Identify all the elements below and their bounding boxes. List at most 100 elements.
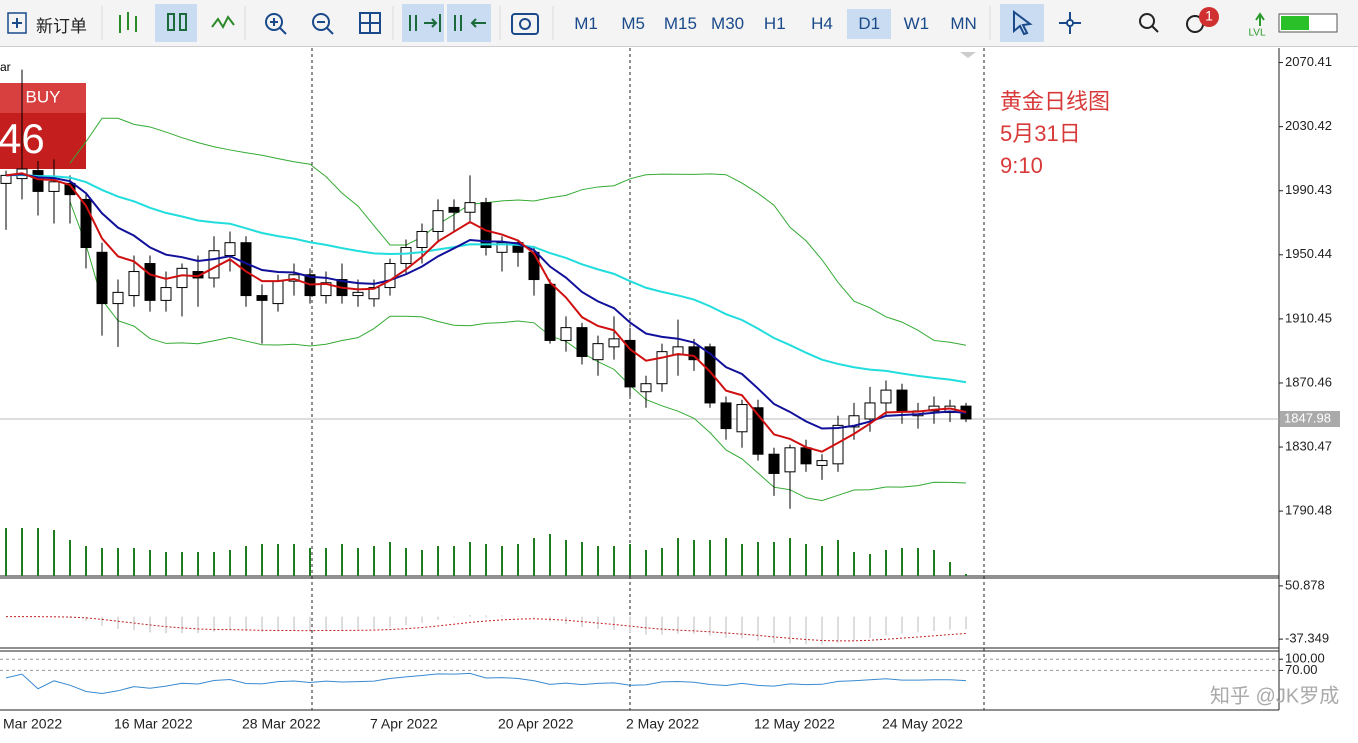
candle-body: [848, 415, 860, 428]
notification-count: 1: [1205, 8, 1213, 24]
candle-body: [240, 242, 252, 297]
candle-body: [816, 460, 828, 466]
candle-body: [752, 407, 764, 455]
symbol-fragment: ar: [0, 60, 11, 74]
annotation: 9:10: [1000, 153, 1043, 178]
timeframe-button[interactable]: M5: [621, 14, 645, 33]
annotation: 黄金日线图: [1000, 89, 1110, 114]
x-tick-label: Mar 2022: [3, 716, 62, 732]
candle-body: [880, 389, 892, 404]
current-price-label: 1847.98: [1284, 410, 1331, 425]
candle-body: [176, 267, 188, 289]
ma-mid: [5, 173, 967, 430]
candle-body: [128, 271, 140, 297]
toolbar-icons: 1 LVL: [7, 4, 1338, 42]
timeframe-button[interactable]: M30: [711, 14, 745, 33]
timeframe-button[interactable]: H4: [811, 14, 833, 33]
buy-button[interactable]: BUY: [26, 87, 61, 106]
y-tick-label: 1990.43: [1285, 182, 1332, 197]
oscillator-signal: [5, 616, 967, 642]
candle-body: [608, 338, 620, 348]
candle-body: [144, 263, 156, 301]
y-tick-label: 1950.44: [1285, 246, 1332, 261]
timeframe-button[interactable]: MN: [950, 14, 977, 33]
timeframe-button[interactable]: M1: [574, 14, 598, 33]
y-tick-label: 1910.45: [1285, 310, 1332, 325]
candle-body: [736, 404, 748, 433]
candle-body: [768, 453, 780, 474]
candle-body: [224, 242, 236, 257]
candle-body: [496, 242, 508, 253]
x-tick-label: 7 Apr 2022: [370, 716, 438, 732]
candle-body: [624, 339, 636, 388]
toolbar: 1 LVL 新订单 M1 M5 M15 M30 H1 H4 D1 W1 MN: [0, 0, 1358, 47]
candle-body: [480, 202, 492, 248]
y-tick-label: 1830.47: [1285, 438, 1332, 453]
candle-body: [288, 274, 300, 282]
ma-slow: [5, 173, 967, 384]
chart: ar BUY 46 黄金日线图 5月31日 9:10 知乎 @JK罗成 2070…: [0, 47, 1358, 743]
candle-body: [320, 282, 332, 297]
candle-body: [800, 447, 812, 465]
candle-body: [896, 389, 908, 412]
candle-body: [112, 291, 124, 305]
lvl-label: LVL: [1248, 28, 1265, 39]
candle-body: [592, 343, 604, 361]
x-tick-label: 2 May 2022: [626, 716, 699, 732]
candle-body: [96, 251, 108, 305]
new-order-button[interactable]: 新订单: [36, 17, 87, 36]
candle-body: [416, 230, 428, 248]
timeframe-button[interactable]: H1: [763, 14, 786, 33]
candle-body: [704, 346, 716, 404]
candle-body: [48, 181, 60, 192]
candle-body: [656, 351, 668, 385]
y-tick-label: 1790.48: [1285, 503, 1332, 518]
y-tick-label: 100.00: [1285, 651, 1325, 666]
x-tick-label: 12 May 2022: [754, 716, 835, 732]
watermark: 知乎 @JK罗成: [1210, 684, 1339, 707]
candle-body: [0, 174, 12, 184]
y-tick-label: -37.349: [1285, 631, 1329, 646]
candle-body: [784, 447, 796, 473]
candle-body: [688, 346, 700, 361]
candle-body: [32, 170, 44, 192]
candle-body: [560, 327, 572, 341]
bollinger-lower: [69, 201, 967, 502]
y-tick-label: 70.00: [1285, 662, 1318, 677]
x-tick-label: 16 Mar 2022: [114, 716, 193, 732]
candle-body: [352, 291, 364, 297]
y-tick-label: 2030.42: [1285, 118, 1332, 133]
rsi-line: [5, 672, 967, 694]
timeframe-button[interactable]: W1: [903, 14, 930, 33]
x-tick-label: 24 May 2022: [882, 716, 963, 732]
timeframe-button[interactable]: M15: [663, 14, 697, 33]
timeframe-button[interactable]: D1: [847, 9, 892, 39]
candle-body: [384, 263, 396, 289]
candle-body: [448, 206, 460, 213]
current-price-box: [1280, 410, 1340, 427]
x-tick-label: 28 Mar 2022: [242, 716, 321, 732]
candle-body: [160, 287, 172, 301]
candle-body: [432, 210, 444, 232]
candle-body: [464, 202, 476, 213]
candle-body: [272, 280, 284, 305]
ma-fast: [5, 172, 967, 453]
y-tick-label: 2070.41: [1285, 54, 1332, 69]
candle-body: [544, 283, 556, 341]
candle-body: [208, 250, 220, 279]
candle-body: [640, 383, 652, 393]
candle-body: [400, 246, 412, 265]
candle-body: [720, 402, 732, 430]
bollinger-upper: [69, 117, 967, 346]
candle-body: [256, 295, 268, 301]
candle-body: [192, 271, 204, 279]
candle-body: [368, 287, 380, 300]
y-tick-label: 1870.46: [1285, 374, 1332, 389]
candle-body: [80, 198, 92, 248]
annotation: 5月31日: [1000, 121, 1081, 146]
candle-body: [576, 327, 588, 357]
x-tick-label: 20 Apr 2022: [498, 716, 574, 732]
candle-body: [864, 402, 876, 420]
y-tick-label: 50.878: [1285, 577, 1325, 592]
